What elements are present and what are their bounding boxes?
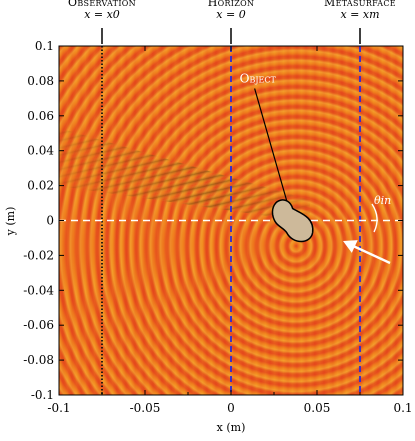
object-body <box>271 199 314 243</box>
y-tick-label: -0.06 <box>23 318 54 332</box>
theta-label: θin <box>374 194 391 207</box>
y-tick-label: 0 <box>46 214 54 228</box>
y-tick-label: 0.06 <box>27 109 54 123</box>
y-tick-label: -0.02 <box>23 248 54 262</box>
y-tick-label: -0.08 <box>23 353 54 367</box>
plane-name-label: Horizon <box>208 0 255 9</box>
y-tick-label: 0.08 <box>27 74 54 88</box>
plane-name-label: Metasurface <box>324 0 396 9</box>
incidence-arrowhead <box>343 240 358 253</box>
y-axis-label: y (m) <box>4 207 17 237</box>
y-ticks: 0.1 0.08 0.06 0.04 0.02 0 -0.02 -0.04 -0.06 -0.08… <box>23 39 403 402</box>
y-tick-label: -0.1 <box>31 388 54 402</box>
incidence-arrow: θin <box>343 194 391 265</box>
object-label: Object <box>240 72 277 86</box>
plane-equation-label: x = 0 <box>216 8 245 21</box>
x-tick-label: -0.1 <box>47 401 70 415</box>
x-tick-label: 0.05 <box>304 401 331 415</box>
x-tick-label: -0.05 <box>130 401 161 415</box>
y-tick-label: 0.1 <box>35 39 54 53</box>
y-tick-label: 0.02 <box>27 179 54 193</box>
object-shape: Object <box>240 72 314 243</box>
object-leader-line <box>254 88 288 201</box>
x-tick-label: 0 <box>227 401 235 415</box>
x-ticks: -0.1 -0.05 0 0.05 0.1 <box>47 46 413 415</box>
plane-name-label: Observation <box>68 0 136 9</box>
y-tick-label: 0.04 <box>27 144 54 158</box>
plane-equation-label: x = xm <box>340 8 379 21</box>
incidence-line <box>350 243 391 265</box>
plane-equation-label: x = x0 <box>84 8 120 21</box>
incidence-arc <box>371 203 378 233</box>
y-tick-label: -0.04 <box>23 283 54 297</box>
x-tick-label: 0.1 <box>393 401 412 415</box>
x-axis-label: x (m) <box>217 421 246 434</box>
